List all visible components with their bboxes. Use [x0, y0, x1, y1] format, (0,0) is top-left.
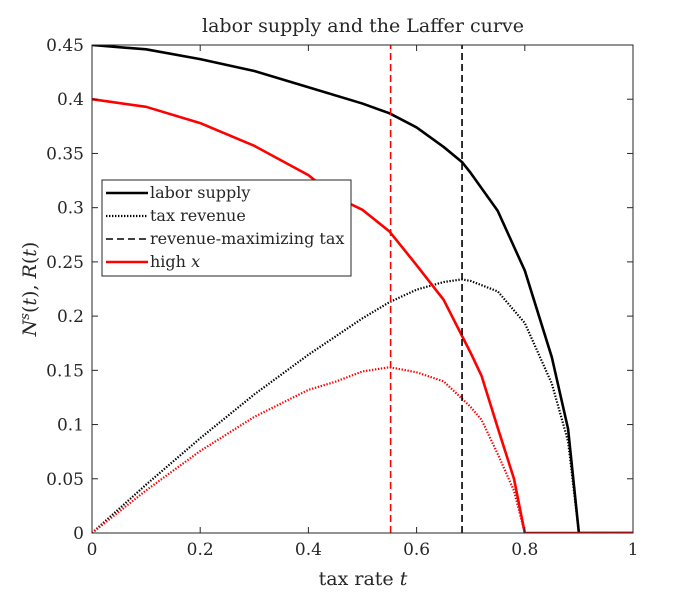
legend-label-3: revenue-maximizing tax — [150, 229, 344, 248]
plot-layer — [92, 45, 633, 533]
legend-label-2: tax revenue — [150, 206, 246, 225]
series-line-2 — [92, 278, 633, 533]
y-tick-label: 0.05 — [46, 470, 84, 490]
x-tick-label: 0.8 — [511, 540, 538, 560]
y-tick-label: 0.35 — [46, 144, 84, 164]
x-tick-label: 0.4 — [295, 540, 322, 560]
legend-label-4: high x — [150, 252, 200, 271]
y-tick-label: 0 — [73, 524, 84, 544]
x-axis-title: tax rate t — [319, 568, 408, 590]
legend: labor supply tax revenue revenue-maximizin… — [101, 179, 352, 277]
y-tick-label: 0.1 — [57, 416, 84, 436]
y-tick-label: 0.45 — [46, 36, 84, 56]
x-tick-label: 1 — [628, 540, 639, 560]
series-line-3 — [92, 97, 633, 533]
legend-label-1: labor supply — [150, 183, 250, 202]
y-tick-label: 0.4 — [57, 90, 84, 110]
x-tick-label: 0.2 — [187, 540, 214, 560]
y-axis-title: Ns(t), R(t) — [18, 242, 42, 338]
y-tick-label: 0.2 — [57, 307, 84, 327]
axes-box — [91, 44, 634, 534]
series-line-1 — [92, 45, 633, 533]
x-tick-label: 0 — [87, 540, 98, 560]
y-tick-label: 0.25 — [46, 253, 84, 273]
legend-box — [101, 179, 352, 277]
y-tick-label: 0.15 — [46, 361, 84, 381]
chart-title: labor supply and the Laffer curve — [202, 15, 524, 37]
x-tick-label: 0.6 — [403, 540, 430, 560]
axes-layer: 0 0.2 0.4 0.6 0.8 1 0 0.05 0.1 0.15 0.2 0.25 0.3 0.35… — [46, 36, 638, 560]
y-tick-label: 0.3 — [57, 199, 84, 219]
